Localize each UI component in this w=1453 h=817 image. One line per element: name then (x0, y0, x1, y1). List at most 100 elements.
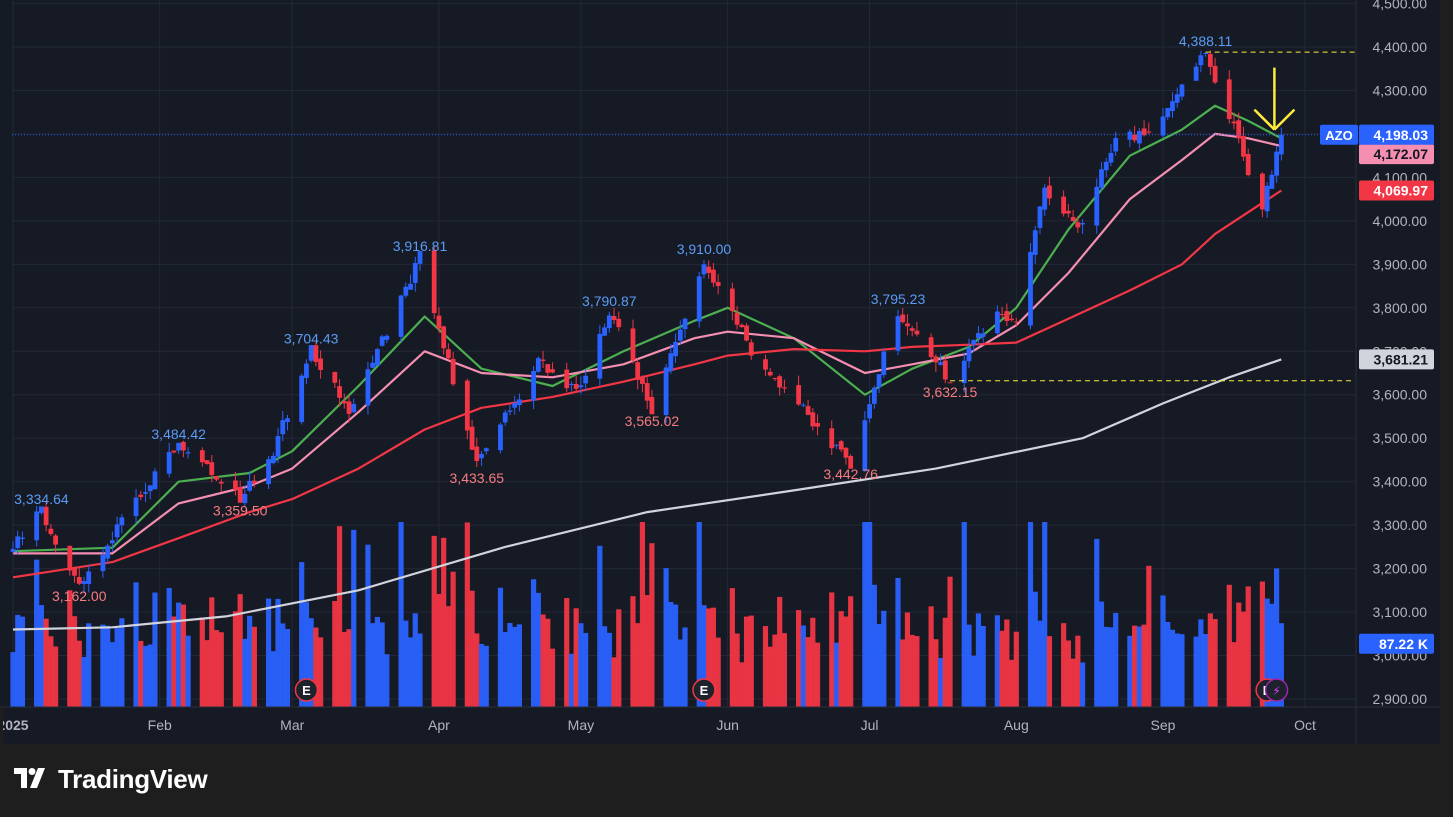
time-tick-label: Jul (861, 717, 879, 733)
candle-body (777, 376, 783, 388)
candle-body (905, 323, 910, 327)
candle-body (445, 349, 451, 359)
candle-body (479, 453, 484, 459)
volume-bar (303, 602, 310, 707)
volume-bar (332, 601, 338, 707)
volume-bar (1231, 642, 1237, 707)
volume-bar (119, 618, 125, 707)
volume-bar (530, 579, 537, 707)
price-tag-bg (1359, 144, 1434, 165)
candle-body (1136, 131, 1142, 144)
candle-body (800, 404, 806, 406)
volume-bar (176, 602, 182, 707)
candle-body (748, 342, 754, 356)
candle-body (838, 441, 844, 450)
candle-body (341, 401, 347, 404)
candle-body (464, 380, 470, 431)
candle-body (815, 423, 820, 427)
volume-bar (1042, 522, 1048, 707)
volume-bar (734, 633, 740, 707)
price-chart[interactable]: 3,334.64 3,162.00 3,484.42 3,359.50 3,704.43… (0, 0, 1440, 744)
volume-bars (10, 522, 1284, 707)
volume-bar (152, 592, 158, 707)
candle-body (370, 362, 376, 368)
candle-body (512, 403, 518, 408)
candle-body (810, 412, 816, 427)
candle-body (1198, 55, 1204, 66)
candle-body (441, 326, 447, 349)
candle-body (332, 372, 338, 383)
ema-long-line (12, 189, 1282, 579)
candle-body (469, 426, 475, 450)
last-price-bg (1359, 124, 1434, 145)
volume-bar (19, 616, 26, 707)
volume-bar (583, 633, 589, 707)
volume-bar (365, 544, 371, 707)
volume-bar (379, 622, 385, 707)
volume-bar (805, 637, 811, 707)
volume-bar (1065, 640, 1071, 707)
volume-bar (445, 606, 451, 707)
price-tick-label: 3,600.00 (1373, 387, 1428, 403)
candle-body (914, 330, 920, 335)
candle-body (711, 269, 716, 283)
chart-area[interactable]: 3,334.64 3,162.00 3,484.42 3,359.50 3,704.43… (0, 0, 1440, 744)
candle-body (1160, 116, 1166, 136)
candle-body (1264, 185, 1270, 212)
high-label: 3,916.81 (393, 238, 448, 254)
candle-body (535, 358, 541, 372)
candle-body (569, 383, 574, 386)
volume-bar (1075, 635, 1081, 707)
lightning-icon (1264, 678, 1289, 702)
candle-body (38, 506, 44, 513)
volume-bar (814, 642, 821, 707)
volume-bar (384, 654, 390, 707)
volume-bar (204, 640, 210, 707)
volume-bar (436, 593, 442, 707)
candle-body (1179, 84, 1185, 97)
volume-bar (1203, 634, 1209, 707)
candle-body (1212, 65, 1218, 83)
low-label: 3,442.76 (823, 466, 878, 482)
candle-body (313, 345, 319, 362)
candle-body (86, 571, 92, 585)
time-tick-label: Feb (148, 717, 172, 733)
candle-body (701, 264, 707, 275)
candle-body (1274, 151, 1280, 176)
volume-bar (450, 571, 456, 707)
tradingview-brand[interactable]: TradingView (14, 762, 208, 796)
candle-body (1070, 216, 1076, 222)
volume-bar (15, 614, 21, 707)
volume-bar (748, 615, 754, 707)
price-tag-text: 3,681.21 (1374, 351, 1429, 367)
candle-body (114, 524, 120, 538)
price-tag-ma: 4,069.97 (1359, 180, 1434, 201)
price-tick-label: 3,400.00 (1373, 474, 1428, 490)
candle-body (1004, 311, 1010, 322)
candle-body (1141, 128, 1147, 136)
volume-bar (147, 644, 153, 707)
arrow-head-right (1273, 108, 1296, 131)
candle-body (611, 316, 617, 321)
volume-bar (942, 617, 948, 707)
low-label: 3,359.50 (213, 502, 268, 518)
candle-body (583, 375, 589, 384)
volume-bar (76, 640, 82, 707)
candle-body (1127, 131, 1133, 140)
candle-body (980, 333, 986, 337)
volume-bar (971, 655, 977, 707)
volume-bar (247, 615, 253, 707)
volume-bar (829, 592, 835, 707)
candle-body (436, 315, 442, 329)
candle-body (109, 540, 115, 544)
volume-bar (232, 611, 239, 707)
volume-bar (635, 623, 641, 707)
volume-bar (180, 604, 186, 707)
candle-body (498, 424, 503, 451)
candle-body (185, 452, 191, 454)
volume-bar (280, 623, 286, 707)
volume-bar (933, 639, 939, 707)
volume-bar (1179, 634, 1185, 707)
volume-bar (43, 618, 49, 707)
volume-bar (67, 590, 73, 707)
